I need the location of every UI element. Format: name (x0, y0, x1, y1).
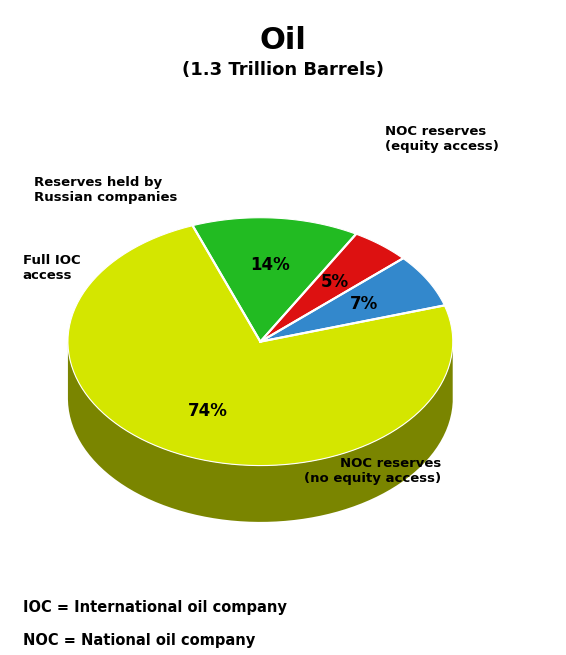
Polygon shape (260, 259, 444, 342)
Text: 14%: 14% (250, 256, 290, 274)
Text: NOC reserves
(no equity access): NOC reserves (no equity access) (305, 457, 441, 485)
Text: Oil: Oil (260, 26, 306, 55)
Polygon shape (68, 343, 453, 522)
Text: (1.3 Trillion Barrels): (1.3 Trillion Barrels) (182, 61, 384, 79)
Polygon shape (68, 225, 453, 466)
Text: Reserves held by
Russian companies: Reserves held by Russian companies (34, 176, 177, 204)
Text: 74%: 74% (188, 402, 228, 420)
Text: NOC reserves
(equity access): NOC reserves (equity access) (385, 125, 499, 153)
Polygon shape (192, 217, 356, 342)
Text: IOC = International oil company: IOC = International oil company (23, 601, 286, 615)
Text: 5%: 5% (321, 272, 349, 291)
Text: Full IOC
access: Full IOC access (23, 254, 80, 282)
Text: 7%: 7% (350, 295, 378, 312)
Text: NOC = National oil company: NOC = National oil company (23, 633, 255, 648)
Polygon shape (260, 234, 403, 342)
